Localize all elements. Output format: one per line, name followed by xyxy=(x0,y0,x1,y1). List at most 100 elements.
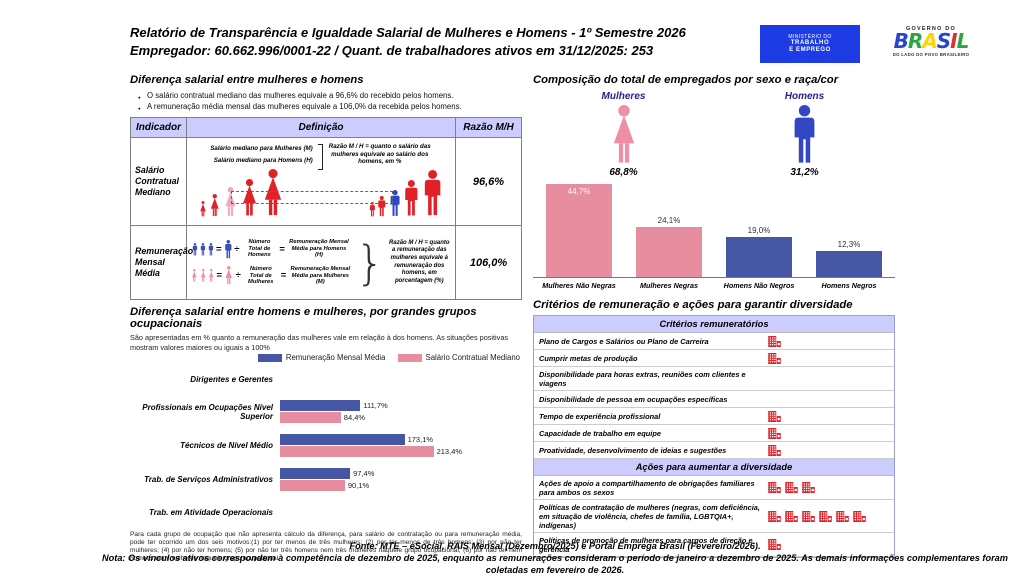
report-footer: Fonte: MTE – eSocial, RAIS Mensal (Dezem… xyxy=(100,541,1010,576)
company-icon xyxy=(768,539,781,550)
criteria-label: Capacidade de trabalho em equipe xyxy=(539,428,661,438)
bar-fill xyxy=(280,434,405,445)
criteria-label: Cumprir metas de produção xyxy=(539,353,638,363)
female-label: Mulheres xyxy=(601,91,646,102)
company-icon xyxy=(836,510,849,522)
mte-logo-line: MINISTÉRIO DO xyxy=(788,34,832,40)
composition-section: Composição do total de empregados por se… xyxy=(533,74,895,290)
male-label: Homens xyxy=(784,91,825,102)
man-icon xyxy=(224,239,232,258)
woman-icon xyxy=(613,105,634,163)
company-icon xyxy=(802,482,815,493)
indicator-table-header-row: Indicador Definição Razão M/H xyxy=(130,117,522,138)
legend-item: Remuneração Mensal Média xyxy=(257,353,386,362)
occupation-label: Dirigentes e Gerentes xyxy=(190,374,273,384)
definition-note: Razão M / H = quanto a remuneração das m… xyxy=(389,239,450,284)
indicator-name: Salário Contratual Mediano xyxy=(130,137,187,226)
men-figures-group xyxy=(369,170,443,222)
bar xyxy=(636,227,702,277)
section-title-criteria: Critérios de remuneração e ações para ga… xyxy=(533,299,853,311)
bar-value: 173,1% xyxy=(407,435,434,444)
figure xyxy=(422,170,443,222)
man-icon xyxy=(208,242,214,256)
criteria-section: Critérios de remuneração e ações para ga… xyxy=(533,299,895,558)
criteria-label: Ações de apoio a compartilhamento de obr… xyxy=(539,478,755,497)
women-average-equation: = ÷ Número Total de Mulheres = Remuneração M… xyxy=(191,266,352,286)
brace-shape: } xyxy=(355,235,385,290)
occupation-group-row: Profissionais em Ocupações Nível Superio… xyxy=(130,398,522,425)
female-composition: Mulheres 68,8% xyxy=(559,91,689,178)
man-icon xyxy=(794,105,815,163)
bar-slot: 19,0% xyxy=(717,226,801,277)
equals-sign: = xyxy=(280,270,287,282)
right-column: Composição do total de empregados por se… xyxy=(533,74,895,558)
mte-logo-line: E EMPREGO xyxy=(789,47,831,53)
equals-sign: = xyxy=(216,243,222,255)
equation-text: Número Total de Mulheres xyxy=(248,266,274,286)
equals-sign: = xyxy=(279,243,285,255)
chart-legend: Remuneração Mensal Média Salário Contratu… xyxy=(130,353,520,362)
man-icon xyxy=(424,170,441,216)
company-icon xyxy=(768,510,781,522)
criteria-icons xyxy=(768,335,894,347)
category-label: Mulheres Negras xyxy=(640,281,698,290)
dashed-connector xyxy=(231,191,393,204)
bar-row: 213,4% xyxy=(280,446,522,457)
col-header-razao: Razão M/H xyxy=(455,117,522,138)
mte-logo-line: TRABALHO xyxy=(790,40,830,46)
table-row: Remuneração Mensal Média = ÷ Número Total … xyxy=(130,225,522,300)
criteria-row: Capacidade de trabalho em equipe xyxy=(534,425,894,442)
ratio-value: 96,6% xyxy=(455,137,522,226)
mte-logo: MINISTÉRIO DO TRABALHO E EMPREGO xyxy=(760,25,860,63)
bar-row: 90,1% xyxy=(280,480,522,491)
bar-row: 84,4% xyxy=(280,412,522,423)
brand-letter: R xyxy=(907,29,923,53)
composition-bar-chart: 44,7% 24,1% 19,0% 12,3% xyxy=(533,182,895,278)
criteria-icons xyxy=(768,444,894,456)
company-icon xyxy=(768,352,781,364)
woman-icon xyxy=(225,266,233,285)
criteria-label: Tempo de experiência profissional xyxy=(539,411,661,421)
figure xyxy=(377,196,387,222)
ratio-value: 106,0% xyxy=(455,225,522,300)
figure xyxy=(369,202,376,222)
bar: 44,7% xyxy=(546,184,612,277)
criteria-section-header: Ações para aumentar a diversidade xyxy=(534,459,894,476)
woman-icon xyxy=(559,105,689,165)
brand-letter: B xyxy=(893,29,909,53)
company-icon xyxy=(768,335,781,347)
bar-value: 111,7% xyxy=(363,401,388,410)
legend-swatch xyxy=(257,353,282,362)
indicator-name: Remuneração Mensal Média xyxy=(130,225,193,300)
criteria-icons xyxy=(768,352,894,364)
legend-item: Salário Contratual Mediano xyxy=(397,353,520,362)
company-icon xyxy=(853,510,866,522)
criteria-label: Plano de Cargos e Salários ou Plano de C… xyxy=(539,336,709,346)
equals-sign: = xyxy=(216,270,223,282)
governo-brasil-logo: GOVERNO DO BRASIL DO LADO DO POVO BRASIL… xyxy=(872,25,990,57)
category-label: Homens Negros xyxy=(821,281,877,290)
definition-line: Salário mediano para Mulheres (M) xyxy=(210,145,313,152)
equation-text: Remuneração Mensal Média para Mulheres (… xyxy=(290,266,351,286)
definition-note: Razão M / H = quanto o salário das mulhe… xyxy=(328,143,431,166)
bar xyxy=(726,237,792,277)
occupational-footnote: Para cada grupo de ocupação que não apre… xyxy=(130,531,522,562)
company-icon xyxy=(768,482,781,493)
occupation-label: Trab. de Serviços Administrativos xyxy=(144,475,273,484)
men-average-equation: = ÷ Número Total de Homens = Remuneração Men… xyxy=(191,239,352,259)
bar xyxy=(816,251,882,277)
salary-diff-bullet: O salário contratual mediano das mulhere… xyxy=(138,90,522,103)
company-icon xyxy=(785,482,798,493)
figure xyxy=(209,194,221,222)
woman-icon xyxy=(209,269,214,282)
report-subtitle: Empregador: 60.662.996/0001-22 / Quant. … xyxy=(130,42,654,58)
occupation-group-row: Trab. em Atividade Operacionais xyxy=(130,500,522,524)
bar-slot: 24,1% xyxy=(627,216,711,277)
criteria-label: Políticas de contratação de mulheres (ne… xyxy=(539,502,760,530)
gov-logo-brand: BRASIL xyxy=(872,29,990,53)
bar-fill xyxy=(280,400,361,411)
criteria-label: Disponibilidade de pessoa em ocupações e… xyxy=(539,394,728,404)
woman-icon xyxy=(192,269,197,282)
criteria-label: Proatividade, desenvolvimento de ideias … xyxy=(539,445,727,455)
